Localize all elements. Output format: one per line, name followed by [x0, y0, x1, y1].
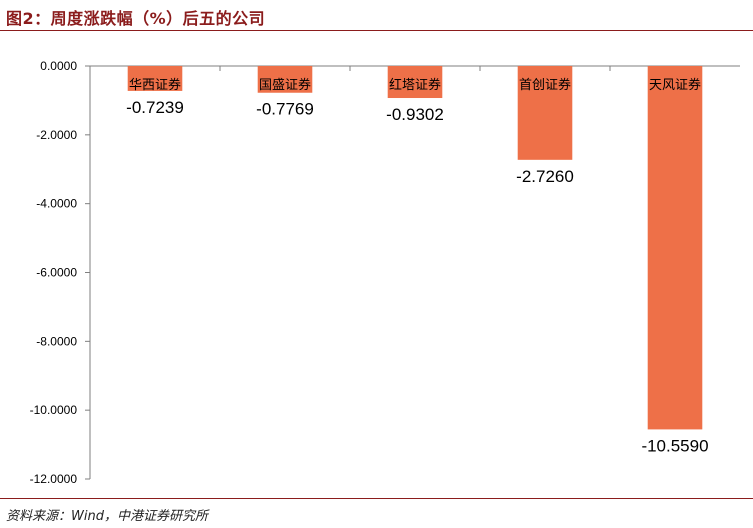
category-label: 天风证券 [649, 77, 701, 92]
value-labels: -0.7239 -0.7769 -0.9302 -2.7260 -10.5590 [126, 98, 708, 455]
bar [517, 66, 573, 160]
category-label: 首创证券 [519, 77, 571, 92]
category-label: 华西证券 [129, 77, 181, 92]
title-rule [0, 30, 753, 31]
figure-title: 图2：周度涨跌幅（%）后五的公司 [6, 9, 266, 28]
y-tick-label: 0.0000 [40, 59, 77, 73]
bar [647, 66, 703, 430]
y-tick-label: -4.0000 [36, 197, 77, 211]
data-label: -0.9302 [386, 105, 444, 124]
data-label: -0.7239 [126, 98, 184, 117]
data-label: -10.5590 [641, 436, 708, 455]
y-axis: 0.0000 -2.0000 -4.0000 -6.0000 -8.0000 -10.00… [30, 59, 740, 486]
bar [257, 66, 313, 93]
category-label: 国盛证券 [259, 77, 311, 92]
y-tick-label: -12.0000 [30, 472, 78, 486]
source-note: 资料来源：Wind，中港证券研究所 [6, 509, 208, 524]
y-tick-label: -6.0000 [36, 266, 77, 280]
bar [127, 66, 183, 91]
footer-rule [0, 498, 753, 499]
data-label: -0.7769 [256, 100, 314, 119]
data-label: -2.7260 [516, 167, 574, 186]
bar-chart: 0.0000 -2.0000 -4.0000 -6.0000 -8.0000 -10.00… [30, 59, 740, 486]
y-tick-label: -2.0000 [36, 128, 77, 142]
category-label: 红塔证券 [389, 77, 441, 92]
y-tick-label: -10.0000 [30, 403, 78, 417]
y-tick-label: -8.0000 [36, 334, 77, 348]
bars [127, 66, 703, 430]
bar [387, 66, 443, 99]
category-labels: 华西证券 国盛证券 红塔证券 首创证券 天风证券 [129, 77, 701, 92]
